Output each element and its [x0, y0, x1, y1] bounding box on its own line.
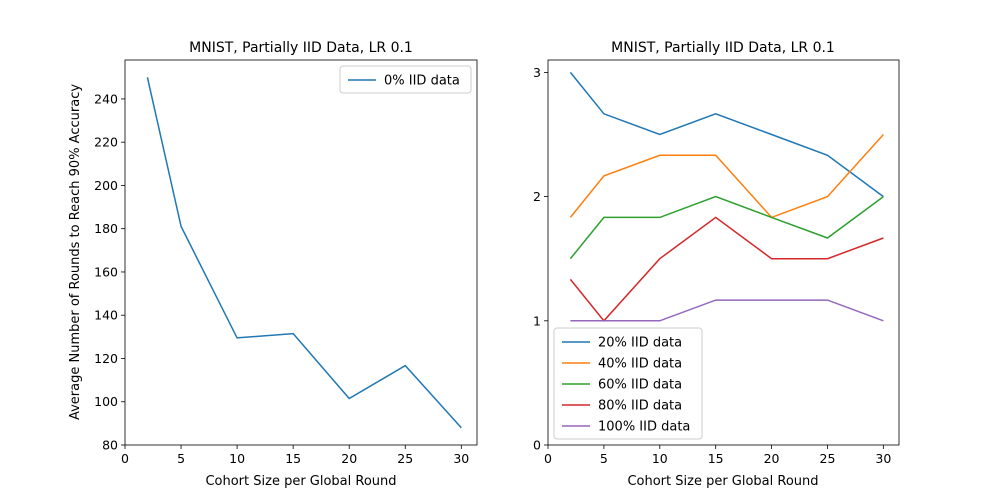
left-legend-label-0: 0% IID data: [384, 74, 460, 89]
left-x-tick-label: 15: [285, 451, 301, 466]
left-series-line-0: [146, 77, 462, 429]
left-y-tick-label: 220: [94, 135, 118, 150]
right-series-line-4: [570, 299, 884, 322]
right-legend-label-1: 40% IID data: [598, 357, 682, 372]
left-x-tick-label: 20: [341, 451, 357, 466]
left-y-tick-label: 180: [94, 221, 118, 236]
right-x-tick-label: 0: [544, 451, 552, 466]
left-y-tick-label: 240: [94, 91, 118, 106]
right-x-tick-label: 5: [600, 451, 608, 466]
right-legend-label-0: 20% IID data: [598, 336, 682, 351]
right-chart-panel: MNIST, Partially IID Data, LR 0.1 Cohort…: [533, 40, 900, 489]
left-legend: 0% IID data: [339, 65, 472, 94]
left-chart-panel: MNIST, Partially IID Data, LR 0.1 Cohort…: [68, 40, 478, 489]
left-y-tick-label: 120: [94, 351, 118, 366]
right-chart-title: MNIST, Partially IID Data, LR 0.1: [611, 40, 835, 56]
right-x-tick-label: 15: [708, 451, 724, 466]
right-legend: 20% IID data 40% IID data 60% IID data 80% …: [553, 327, 703, 440]
right-legend-label-4: 100% IID data: [598, 420, 690, 435]
right-y-tick-label: 1: [533, 313, 541, 328]
right-x-tick-label: 30: [875, 451, 891, 466]
left-x-tick-label: 30: [453, 451, 469, 466]
right-series-line-0: [569, 71, 884, 198]
right-legend-label-2: 60% IID data: [598, 378, 682, 393]
right-legend-label-3: 80% IID data: [598, 399, 682, 414]
right-x-tick-label: 10: [652, 451, 668, 466]
right-axes-frame: [547, 59, 900, 446]
left-y-tick-label: 80: [102, 438, 118, 453]
right-y-tick-label: 2: [533, 189, 541, 204]
left-y-tick-label: 200: [94, 178, 118, 193]
left-chart-title: MNIST, Partially IID Data, LR 0.1: [189, 40, 413, 56]
right-x-tick-label: 25: [820, 451, 836, 466]
left-y-tick-label: 100: [94, 394, 118, 409]
right-series-line-2: [569, 195, 884, 260]
right-x-tick-label: 20: [764, 451, 780, 466]
left-x-tick-label: 10: [229, 451, 245, 466]
left-y-tick-label: 140: [94, 308, 118, 323]
right-series-line-1: [569, 133, 884, 219]
left-legend-box: [339, 65, 472, 94]
left-x-axis-label: Cohort Size per Global Round: [205, 474, 396, 489]
left-x-tick-label: 25: [397, 451, 413, 466]
left-axes-frame: [124, 59, 478, 446]
right-legend-box: [553, 327, 703, 440]
left-x-tick-label: 5: [177, 451, 185, 466]
left-x-tick-label: 0: [121, 451, 129, 466]
right-series-line-3: [569, 216, 884, 322]
right-x-axis-label: Cohort Size per Global Round: [627, 474, 818, 489]
right-y-tick-label: 3: [533, 65, 541, 80]
left-y-axis-label: Average Number of Rounds to Reach 90% Ac…: [68, 84, 83, 420]
right-y-tick-label: 0: [533, 438, 541, 453]
left-y-tick-label: 160: [94, 264, 118, 279]
